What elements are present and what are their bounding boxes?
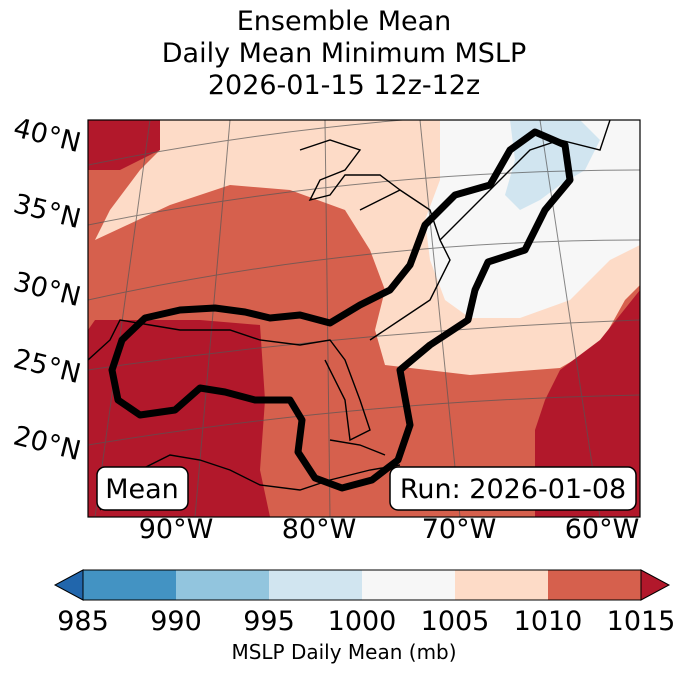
title-line-2: Daily Mean Minimum MSLP xyxy=(161,38,527,69)
colorbar-tick-1000: 1000 xyxy=(327,606,397,637)
band-1015-plus-atlantic xyxy=(535,290,640,517)
lon-label-90w: 90°W xyxy=(138,514,214,545)
band-1015-plus-nw xyxy=(88,120,160,170)
coastlines xyxy=(88,120,611,511)
colorbar-label: MSLP Daily Mean (mb) xyxy=(231,640,457,664)
colorbar-tick-1005: 1005 xyxy=(420,606,490,637)
colorbar-tick-985: 985 xyxy=(57,606,109,637)
colorbar-frame xyxy=(82,569,642,601)
lon-label-60w: 60°W xyxy=(564,514,640,545)
colorbar-bin-1005-1010 xyxy=(455,570,548,600)
colorbar-bin-1010-1015 xyxy=(548,570,641,600)
colorbar xyxy=(53,569,671,601)
run-label: Run: 2026-01-08 xyxy=(400,474,626,505)
pressure-field xyxy=(88,120,640,517)
pressure-contour-outline xyxy=(108,128,574,492)
colorbar-tick-990: 990 xyxy=(150,606,202,637)
colorbar-bin-995-1000 xyxy=(269,570,362,600)
graticule xyxy=(88,120,640,517)
title-line-3: 2026-01-15 12z-12z xyxy=(207,70,481,101)
colorbar-bin-985-990 xyxy=(83,570,176,600)
colorbar-tick-1015: 1015 xyxy=(606,606,676,637)
map-frame xyxy=(87,119,641,518)
mean-label: Mean xyxy=(105,474,179,505)
colorbar-tick-995: 995 xyxy=(243,606,295,637)
colorbar-bin-1000-1005 xyxy=(362,570,455,600)
title-line-1: Ensemble Mean xyxy=(236,6,452,37)
lon-label-80w: 80°W xyxy=(281,514,357,545)
band-995-1000 xyxy=(505,120,600,210)
band-1000-1005 xyxy=(425,120,640,318)
colorbar-tick-1010: 1010 xyxy=(513,606,583,637)
colorbar-extend-low xyxy=(53,569,84,601)
colorbar-bin-990-995 xyxy=(176,570,269,600)
run-box xyxy=(389,466,637,511)
mean-box xyxy=(96,466,189,511)
colorbar-extend-high xyxy=(640,569,671,601)
lon-label-70w: 70°W xyxy=(421,514,497,545)
